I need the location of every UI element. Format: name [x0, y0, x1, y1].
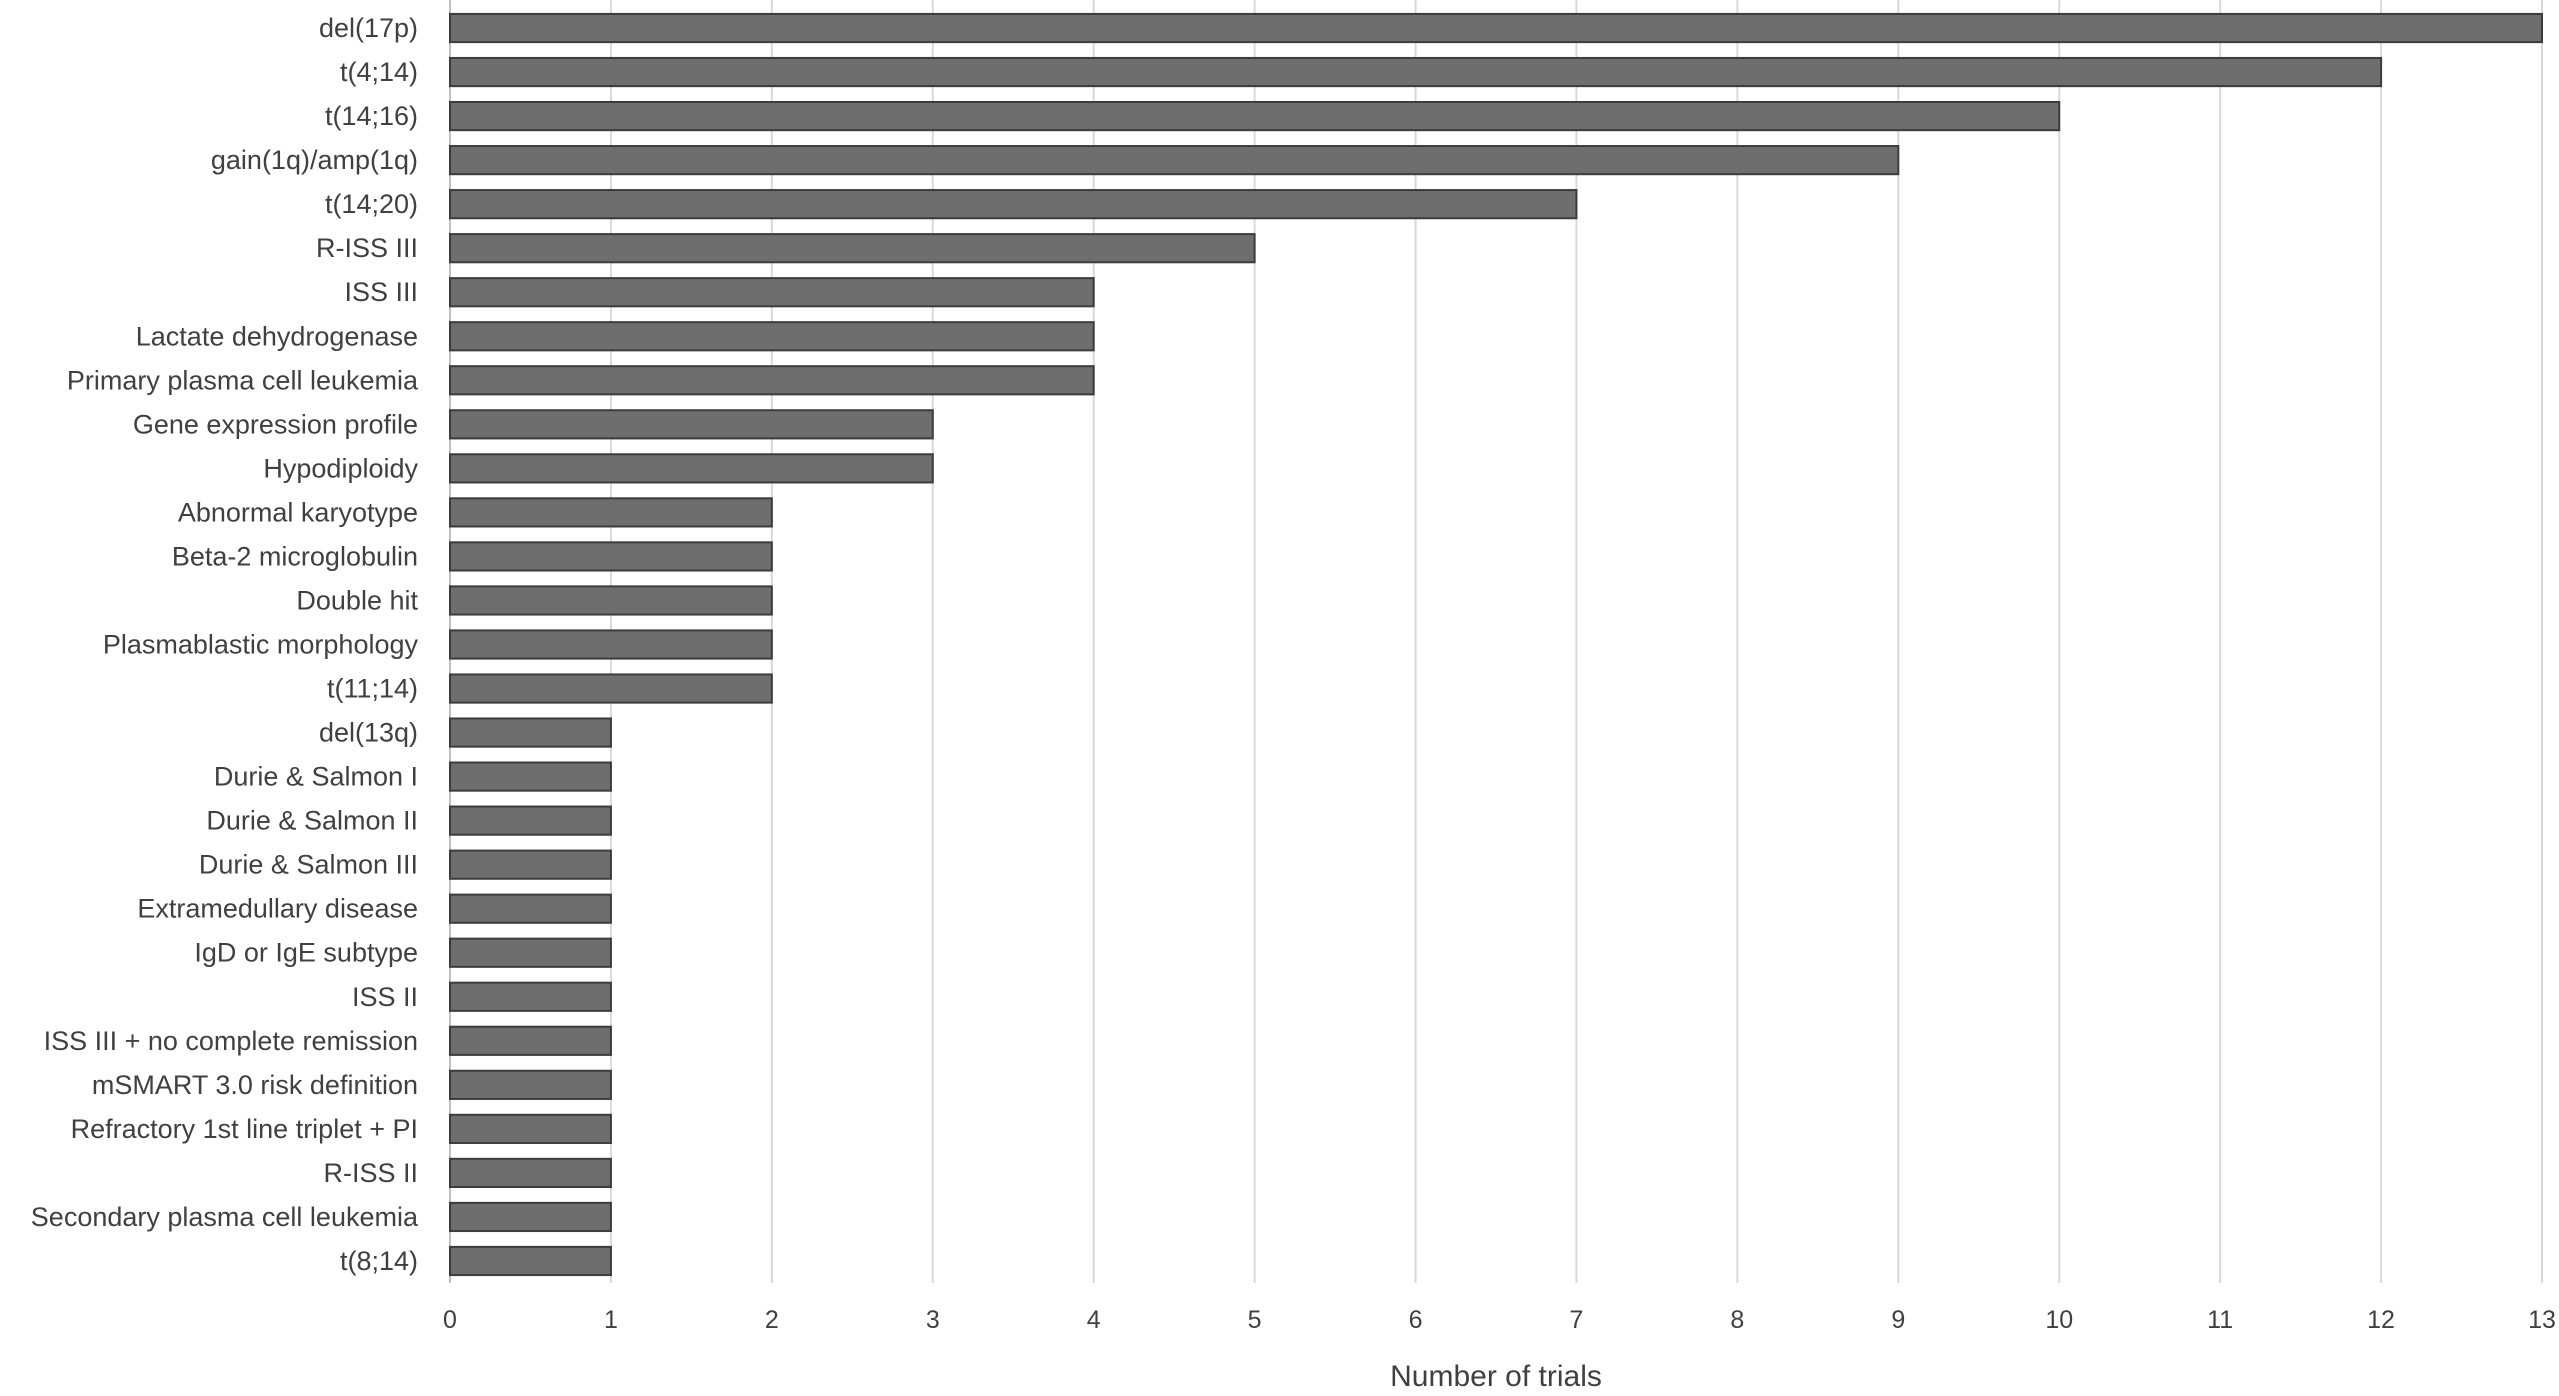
bar-25 [449, 1113, 612, 1144]
x-tick-label: 0 [443, 1306, 457, 1334]
bar-16 [449, 717, 612, 748]
x-tick-label: 7 [1570, 1306, 1584, 1334]
bar-17 [449, 761, 612, 792]
x-axis-title: Number of trials [1390, 1360, 1602, 1393]
category-label: gain(1q)/amp(1q) [211, 145, 418, 175]
category-label: R-ISS II [323, 1158, 418, 1188]
bar-18 [449, 805, 612, 836]
x-axis-tick-labels: 0 1 2 3 4 5 6 7 8 9 10 11 12 13 [443, 1306, 2556, 1334]
x-tick-label: 12 [2367, 1306, 2395, 1334]
category-label: Gene expression profile [133, 409, 418, 439]
category-label: Double hit [296, 585, 418, 615]
bar-9 [449, 409, 934, 440]
category-label: t(4;14) [340, 57, 418, 87]
category-label: Abnormal karyotype [178, 497, 418, 527]
x-tick-label: 8 [1730, 1306, 1744, 1334]
category-label: Refractory 1st line triplet + PI [71, 1114, 418, 1144]
bar-26 [449, 1157, 612, 1189]
bar-7 [449, 321, 1095, 352]
bar-13 [449, 585, 773, 616]
bars [449, 12, 2543, 1277]
bar-19 [449, 849, 612, 880]
bar-4 [449, 189, 1578, 220]
category-label: t(14;20) [325, 189, 418, 219]
category-label: Beta-2 microglobulin [172, 541, 418, 571]
bar-15 [449, 673, 773, 704]
category-label: Extramedullary disease [137, 894, 418, 924]
category-label: Durie & Salmon III [199, 850, 418, 880]
x-tick-label: 11 [2207, 1306, 2233, 1334]
bar-14 [449, 629, 773, 660]
category-label: IgD or IgE subtype [194, 938, 418, 968]
x-tick-label: 4 [1087, 1306, 1101, 1334]
x-tick-label: 10 [2045, 1306, 2073, 1334]
bar-6 [449, 277, 1095, 308]
category-label: R-ISS III [316, 233, 418, 263]
bar-1 [449, 56, 2383, 88]
category-label: Hypodiploidy [263, 453, 418, 483]
bar-5 [449, 233, 1256, 264]
category-label: ISS III + no complete remission [44, 1026, 418, 1056]
bar-0 [449, 12, 2543, 44]
bar-21 [449, 937, 612, 968]
x-tick-label: 9 [1891, 1306, 1905, 1334]
category-label: t(8;14) [340, 1246, 418, 1276]
category-label: Lactate dehydrogenase [136, 321, 418, 351]
bar-3 [449, 145, 1900, 176]
bar-8 [449, 365, 1095, 396]
category-labels: del(17p) t(4;14) t(14;16) gain(1q)/amp(1q) t… [31, 13, 419, 1276]
bar-11 [449, 497, 773, 528]
category-label: mSMART 3.0 risk definition [92, 1070, 418, 1100]
x-tick-label: 1 [604, 1306, 618, 1334]
category-label: Durie & Salmon I [214, 762, 418, 792]
bar-28 [449, 1245, 612, 1277]
x-tick-label: 6 [1409, 1306, 1423, 1334]
x-tick-label: 2 [765, 1306, 779, 1334]
category-label: Primary plasma cell leukemia [67, 365, 419, 395]
bar-22 [449, 981, 612, 1012]
bar-10 [449, 453, 934, 484]
category-label: ISS III [344, 277, 418, 307]
bar-20 [449, 893, 612, 924]
bar-2 [449, 100, 2061, 132]
category-label: del(17p) [319, 13, 418, 43]
category-label: ISS II [352, 982, 418, 1012]
category-label: del(13q) [319, 718, 418, 748]
category-label: t(11;14) [327, 674, 418, 704]
bar-12 [449, 541, 773, 572]
bar-23 [449, 1025, 612, 1056]
bar-27 [449, 1201, 612, 1233]
x-tick-label: 13 [2528, 1306, 2556, 1334]
category-label: t(14;16) [325, 101, 418, 131]
category-label: Secondary plasma cell leukemia [31, 1202, 419, 1232]
category-label: Plasmablastic morphology [103, 630, 419, 660]
category-label: Durie & Salmon II [206, 806, 418, 836]
x-tick-label: 3 [926, 1306, 940, 1334]
x-tick-label: 5 [1248, 1306, 1262, 1334]
bar-24 [449, 1069, 612, 1100]
